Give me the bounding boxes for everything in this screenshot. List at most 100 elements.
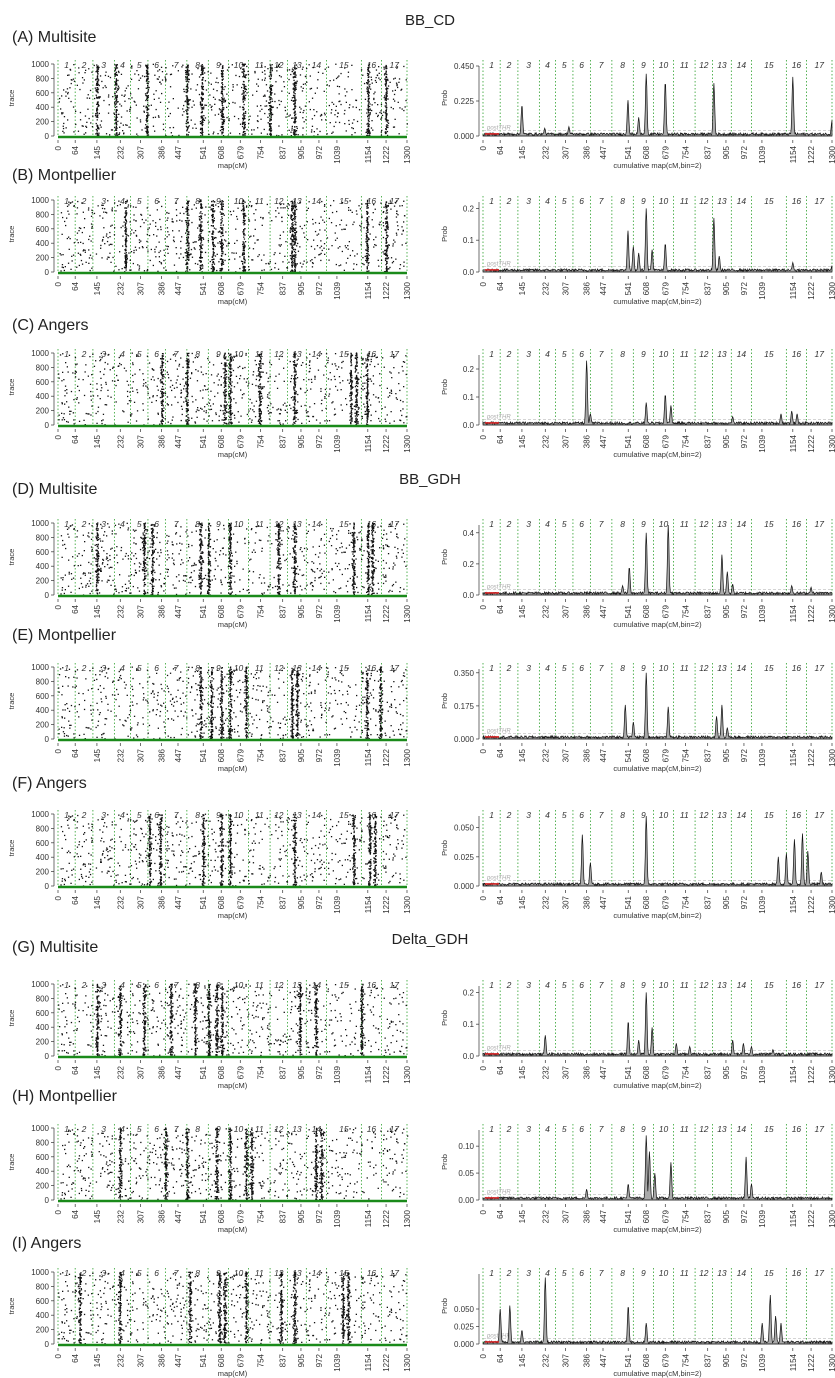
prob-panel: 1 2 3 4 5 6 7 8 9 10 11 12 13 14 15 16 17postTHR0.00.20.… <box>440 519 835 629</box>
prob-x-tick-label: 1039 <box>758 145 767 163</box>
chromosome-label: 12 <box>274 1124 284 1134</box>
prob-x-tick-label: 679 <box>661 1065 670 1079</box>
trace-y-tick-label: 1000 <box>31 196 49 205</box>
prob-x-tick-label: 837 <box>704 1353 713 1367</box>
chromosome-label: 11 <box>680 196 689 206</box>
trace-x-tick-label: 232 <box>116 604 125 618</box>
prob-y-tick-label: 0.000 <box>454 1340 475 1349</box>
chromosome-label: 3 <box>101 60 106 70</box>
chromosome-label: 7 <box>599 519 604 529</box>
chromosome-label: 9 <box>216 349 221 359</box>
prob-x-tick-label: 1300 <box>828 1065 835 1083</box>
chromosome-label: 3 <box>526 196 531 206</box>
prob-x-tick-label: 386 <box>583 281 592 295</box>
chromosome-label: 8 <box>195 519 200 529</box>
chromosome-label: 8 <box>195 810 200 820</box>
chromosome-label: 2 <box>81 1268 87 1278</box>
chromosome-label: 11 <box>680 519 689 529</box>
prob-x-tick-label: 1222 <box>807 281 816 299</box>
prob-y-tick-label: 0.175 <box>454 702 475 711</box>
trace-x-tick-label: 837 <box>279 281 288 295</box>
trace-x-tick-label: 1300 <box>403 748 412 766</box>
chromosome-label: 12 <box>274 1268 284 1278</box>
chromosome-label: 5 <box>137 196 142 206</box>
trace-x-tick-label: 64 <box>71 1209 80 1218</box>
chromosome-label: 12 <box>274 810 284 820</box>
prob-x-tick-label: 541 <box>624 1065 633 1079</box>
prob-y-label: Prob <box>440 379 449 395</box>
trace-y-tick-label: 800 <box>36 1138 50 1147</box>
chromosome-label: 14 <box>737 1268 747 1278</box>
prob-x-tick-label: 905 <box>722 145 731 159</box>
chromosome-label: 6 <box>154 349 159 359</box>
prob-x-tick-label: 386 <box>583 604 592 618</box>
chromosome-label: 8 <box>620 1268 625 1278</box>
prob-x-tick-label: 0 <box>479 1065 488 1070</box>
trace-x-tick-label: 0 <box>54 434 63 439</box>
chromosome-label: 7 <box>174 60 179 70</box>
trace-x-tick-label: 679 <box>236 748 245 762</box>
trace-y-tick-label: 600 <box>36 89 50 98</box>
chromosome-label: 1 <box>489 810 494 820</box>
group-title: BB_CD <box>405 12 455 29</box>
prob-y-tick-label: 0.1 <box>463 1020 475 1029</box>
trace-y-tick-label: 200 <box>36 1182 50 1191</box>
chromosome-label: 1 <box>64 349 69 359</box>
chromosome-label: 14 <box>312 980 322 990</box>
prob-panel: 1 2 3 4 5 6 7 8 9 10 11 12 13 14 15 16 17postTHR0.000.05… <box>440 1124 835 1234</box>
prob-x-tick-label: 386 <box>583 748 592 762</box>
trace-y-tick-label: 400 <box>36 1167 50 1176</box>
group-title: BB_GDH <box>399 471 461 488</box>
prob-x-tick-label: 1154 <box>789 1209 798 1227</box>
prob-x-label: cumulative map(cM,bin=2) <box>613 764 702 773</box>
trace-y-tick-label: 600 <box>36 548 50 557</box>
chromosome-label: 12 <box>699 663 709 673</box>
trace-x-tick-label: 307 <box>136 281 145 295</box>
trace-y-tick-label: 200 <box>36 868 50 877</box>
prob-x-tick-label: 608 <box>642 895 651 909</box>
trace-y-tick-label: 0 <box>45 735 50 744</box>
chromosome-label: 16 <box>367 1268 377 1278</box>
chromosome-label: 2 <box>506 196 512 206</box>
threshold-label: postTHR <box>486 584 511 590</box>
panel-row-8: (H) Montpellier1234567891011121314151617… <box>7 1088 835 1234</box>
prob-x-label: cumulative map(cM,bin=2) <box>613 1081 702 1090</box>
trace-x-tick-label: 447 <box>174 1065 183 1079</box>
trace-x-tick-label: 1222 <box>382 895 391 913</box>
prob-x-tick-label: 145 <box>518 281 527 295</box>
trace-panel: 1234567891011121314151617020040060080010… <box>7 810 412 920</box>
chromosome-label: 5 <box>137 1268 142 1278</box>
trace-x-tick-label: 1222 <box>382 281 391 299</box>
chromosome-label: 4 <box>545 980 550 990</box>
prob-x-tick-label: 1039 <box>758 281 767 299</box>
trace-x-tick-label: 837 <box>279 1065 288 1079</box>
trace-x-tick-label: 145 <box>93 1065 102 1079</box>
prob-x-tick-label: 679 <box>661 281 670 295</box>
prob-y-tick-label: 0.000 <box>454 132 475 141</box>
chromosome-label: 16 <box>792 196 802 206</box>
prob-x-tick-label: 1222 <box>807 1065 816 1083</box>
chromosome-label: 4 <box>545 519 550 529</box>
chromosome-label: 17 <box>815 1124 825 1134</box>
trace-dots <box>60 813 407 887</box>
trace-x-tick-label: 1222 <box>382 1209 391 1227</box>
prob-x-tick-label: 386 <box>583 1209 592 1223</box>
chromosome-label: 16 <box>792 1268 802 1278</box>
chromosome-label: 10 <box>659 519 669 529</box>
chromosome-label: 1 <box>64 810 69 820</box>
prob-y-tick-label: 0.2 <box>463 560 475 569</box>
chromosome-label: 12 <box>274 349 284 359</box>
trace-y-label: trace <box>7 1298 16 1315</box>
chromosome-label: 9 <box>641 1124 646 1134</box>
panel-label: (E) Montpellier <box>12 627 117 644</box>
trace-x-tick-label: 1154 <box>364 604 373 622</box>
trace-x-tick-label: 386 <box>158 748 167 762</box>
chromosome-label: 15 <box>764 519 774 529</box>
chromosome-label: 3 <box>101 1268 106 1278</box>
chromosome-label: 15 <box>339 663 349 673</box>
trace-x-label: map(cM) <box>218 1225 248 1234</box>
panel-label: (F) Angers <box>12 775 87 792</box>
chromosome-label: 1 <box>489 349 494 359</box>
trace-y-tick-label: 1000 <box>31 1124 49 1133</box>
